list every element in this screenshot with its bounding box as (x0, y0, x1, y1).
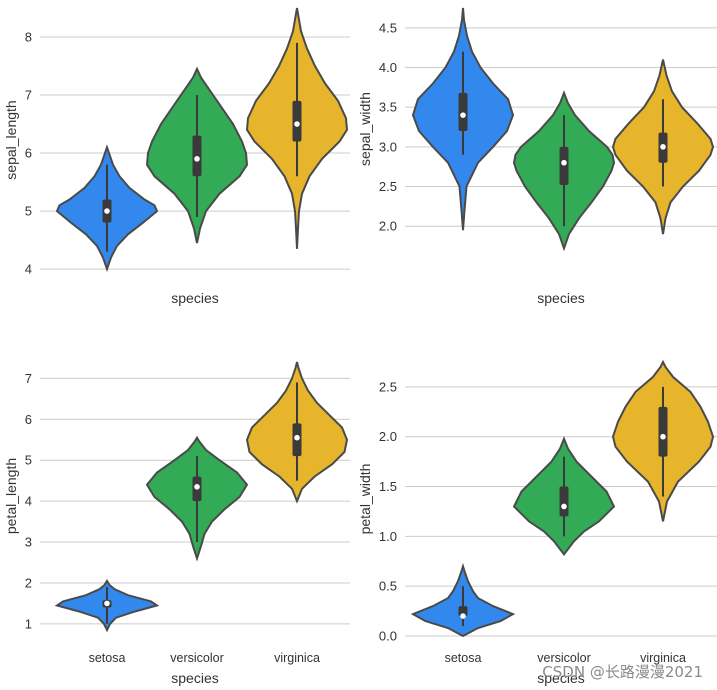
median-point-virginica (660, 144, 666, 150)
median-point-virginica (294, 121, 300, 127)
y-tick-label: 7 (25, 371, 32, 386)
x-axis-label: species (171, 290, 218, 306)
x-axis-label: species (537, 290, 584, 306)
x-tick-label: versicolor (537, 651, 591, 665)
y-tick-label: 2.0 (379, 219, 397, 234)
y-tick-label: 1.5 (379, 479, 397, 494)
y-tick-label: 7 (25, 88, 32, 103)
y-tick-label: 3 (25, 535, 32, 550)
median-point-versicolor (561, 503, 567, 510)
y-tick-label: 2 (25, 575, 32, 590)
x-axis-label: species (171, 670, 218, 686)
y-tick-label: 3.5 (379, 100, 397, 115)
y-tick-label: 2.0 (379, 429, 397, 444)
panel-sepal-width: 2.0 2.5 3.0 3.5 4.0 4.5 species sepal_width (357, 7, 717, 306)
x-tick-label: virginica (274, 651, 320, 665)
y-tick-label: 2.5 (379, 179, 397, 194)
median-point-virginica (294, 434, 300, 441)
y-tick-label: 8 (25, 30, 32, 45)
y-axis-label: petal_width (357, 464, 373, 535)
iqr-box-versicolor (559, 486, 569, 517)
y-tick-label: 5 (25, 453, 32, 468)
y-tick-label: 6 (25, 146, 32, 161)
y-tick-label: 1 (25, 616, 32, 631)
y-tick-label: 0.5 (379, 579, 397, 594)
y-tick-label: 3.0 (379, 139, 397, 154)
x-tick-label: versicolor (170, 651, 224, 665)
y-tick-label: 5 (25, 204, 32, 219)
y-axis-label: sepal_width (357, 92, 373, 166)
watermark-text: CSDN @长路漫漫2021 (542, 663, 703, 681)
median-point-versicolor (194, 483, 200, 490)
median-point-setosa (460, 613, 466, 619)
iqr-box-virginica (658, 406, 668, 457)
median-point-setosa (104, 600, 110, 607)
y-axis-label: sepal_length (3, 100, 19, 179)
iqr-box-versicolor (559, 146, 569, 185)
y-axis-label: petal_length (3, 458, 19, 534)
median-point-virginica (660, 433, 666, 440)
x-tick-label: virginica (640, 651, 686, 665)
iqr-box-setosa (458, 92, 468, 131)
median-point-setosa (104, 208, 110, 214)
panel-sepal-length: 4 5 6 7 8 species sepal_length (3, 7, 350, 306)
panel-petal-width: 0.0 0.5 1.0 1.5 2.0 2.5 setosa versicolor virgin… (357, 359, 717, 686)
median-point-versicolor (194, 156, 200, 162)
iqr-box-versicolor (192, 135, 202, 177)
y-tick-label: 6 (25, 412, 32, 427)
median-point-versicolor (561, 159, 567, 166)
iqr-box-setosa (458, 606, 468, 617)
y-tick-label: 4.5 (379, 20, 397, 35)
y-tick-label: 2.5 (379, 379, 397, 394)
y-tick-label: 4 (25, 494, 32, 509)
iqr-box-virginica (292, 100, 302, 142)
y-tick-label: 1.0 (379, 529, 397, 544)
median-point-setosa (460, 112, 466, 118)
x-tick-label: setosa (89, 651, 126, 665)
y-tick-label: 4 (25, 262, 32, 277)
x-axis-label: species (537, 670, 584, 686)
x-tick-label: setosa (445, 651, 482, 665)
panel-petal-length: 1 2 3 4 5 6 7 setosa versicolor virginica species p… (3, 361, 350, 686)
y-tick-label: 0.0 (379, 629, 397, 644)
y-tick-label: 4.0 (379, 60, 397, 75)
